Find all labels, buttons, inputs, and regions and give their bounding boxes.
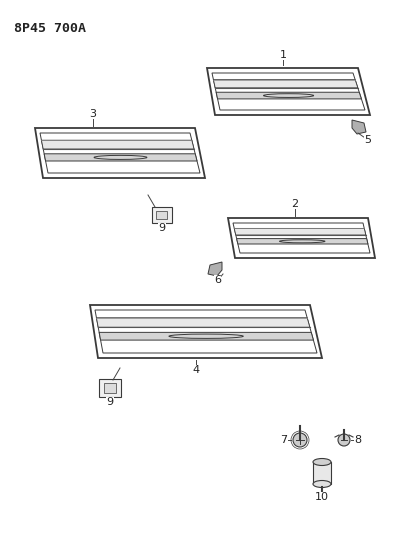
Text: 10: 10 xyxy=(315,492,329,502)
Ellipse shape xyxy=(313,458,331,465)
Text: 4: 4 xyxy=(192,365,200,375)
Polygon shape xyxy=(104,383,116,393)
Polygon shape xyxy=(214,79,358,88)
Text: 1: 1 xyxy=(279,50,286,60)
Polygon shape xyxy=(237,239,368,244)
Circle shape xyxy=(293,433,307,447)
Text: 3: 3 xyxy=(89,109,97,119)
Text: 7: 7 xyxy=(281,435,288,445)
Polygon shape xyxy=(352,120,366,134)
Ellipse shape xyxy=(313,481,331,488)
Text: 9: 9 xyxy=(106,397,113,407)
Text: 6: 6 xyxy=(214,275,221,285)
Bar xyxy=(313,462,331,484)
Polygon shape xyxy=(41,140,194,149)
Text: 8P45 700A: 8P45 700A xyxy=(14,22,86,35)
Polygon shape xyxy=(97,318,310,327)
Polygon shape xyxy=(208,262,222,276)
Polygon shape xyxy=(99,333,313,340)
Text: 9: 9 xyxy=(158,223,165,233)
Text: 8: 8 xyxy=(355,435,362,445)
Circle shape xyxy=(338,434,350,446)
Polygon shape xyxy=(216,92,361,99)
Polygon shape xyxy=(44,154,197,161)
Polygon shape xyxy=(152,207,172,223)
Polygon shape xyxy=(99,379,121,397)
Polygon shape xyxy=(234,229,366,235)
Text: 2: 2 xyxy=(292,199,299,209)
Text: 5: 5 xyxy=(364,135,372,145)
Polygon shape xyxy=(156,211,167,220)
